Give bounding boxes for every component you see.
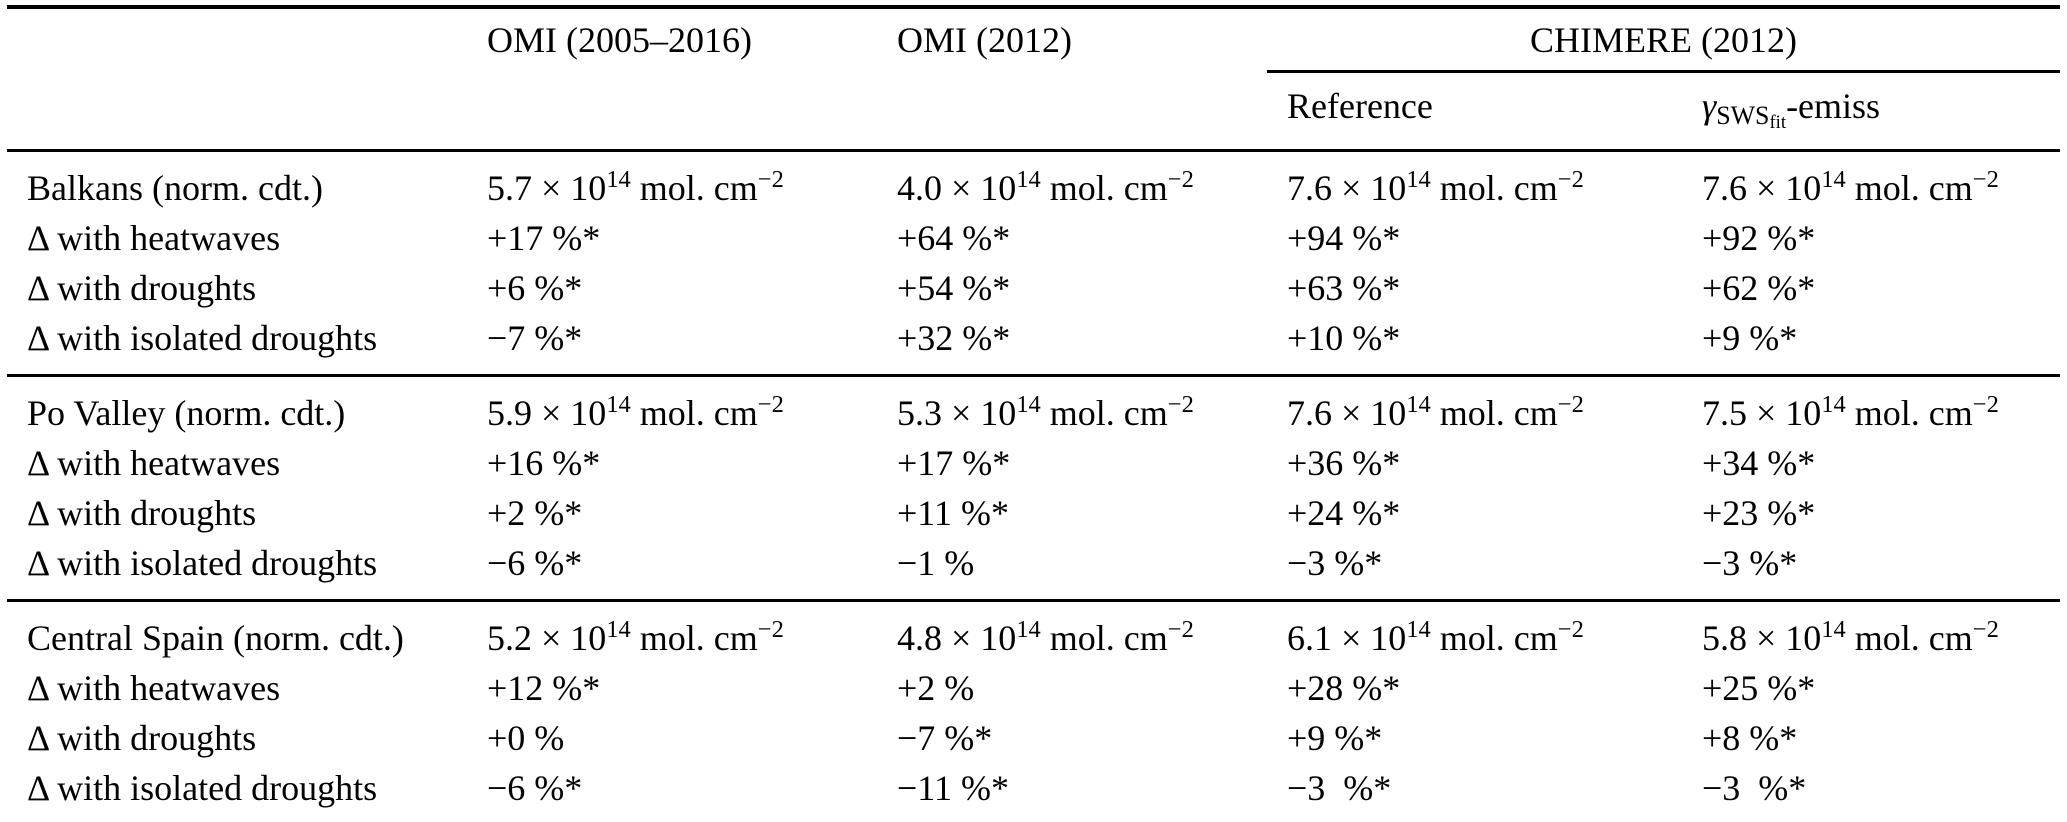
row-label: Δ with droughts [27, 493, 257, 533]
row-label: Δ with isolated droughts [27, 768, 378, 808]
blank-header-cell [7, 7, 467, 72]
table-body: Balkans (norm. cdt.) 5.7 × 1014 mol. cm−2… [7, 151, 2061, 822]
value-cell: 7.6 × 1014 mol. cm−2 [1287, 390, 1584, 433]
header-row-scenarios: Reference γSWSfit-emiss [7, 71, 2061, 152]
value-cell: 5.2 × 1014 mol. cm−2 [487, 615, 784, 658]
value-cell: 7.6 × 1014 mol. cm−2 [1702, 165, 1999, 208]
value-cell: +12 %* [487, 668, 601, 708]
value-cell: −3 %* [1267, 538, 1682, 602]
value-cell: −3 %* [1682, 538, 2061, 602]
value-cell: +32 %* [877, 313, 1267, 377]
table-row: Δ with isolated droughts −6 %* −1 % −3 %* −3… [7, 538, 2061, 602]
value-cell: +6 %* [487, 268, 583, 308]
table-row: Δ with droughts +2 %* +11 %* +24 %* +23 %* [7, 488, 2060, 538]
value-cell: −3 %* [1702, 768, 1807, 808]
results-table: OMI (2005–2016) OMI (2012) CHIMERE (2012… [7, 5, 2061, 822]
row-label: Δ with heatwaves [27, 668, 281, 708]
value-cell: +25 %* [1702, 668, 1816, 708]
value-cell: +8 %* [1702, 718, 1798, 758]
row-label: Δ with isolated droughts [7, 313, 467, 377]
row-label: Δ with isolated droughts [7, 538, 467, 602]
table-row: Central Spain (norm. cdt.) 5.2 × 1014 mol… [7, 601, 2060, 664]
table-row: Po Valley (norm. cdt.) 5.9 × 1014 mol. cm… [7, 376, 2060, 439]
value-cell: +24 %* [1287, 493, 1401, 533]
column-header-omi-2005-2016: OMI (2005–2016) [487, 20, 752, 60]
table-row: Δ with droughts +6 %* +54 %* +63 %* +62 %* [7, 263, 2060, 313]
table-row: Δ with isolated droughts −6 %* −11 %* −3 %*… [7, 763, 2060, 822]
table-row: Δ with heatwaves +17 %* +64 %* +94 %* +92 %* [7, 213, 2060, 263]
value-cell: +34 %* [1702, 443, 1816, 483]
value-cell: 5.3 × 1014 mol. cm−2 [897, 390, 1194, 433]
row-label: Central Spain (norm. cdt.) [27, 618, 404, 658]
value-cell: +2 % [897, 668, 975, 708]
value-cell: +23 %* [1702, 493, 1816, 533]
row-label: Po Valley (norm. cdt.) [27, 393, 346, 433]
table-row: Δ with heatwaves +12 %* +2 % +28 %* +25 %* [7, 663, 2060, 713]
value-cell: −6 %* [467, 538, 877, 602]
table-row: Δ with droughts +0 % −7 %* +9 %* +8 %* [7, 713, 2060, 763]
row-label: Balkans (norm. cdt.) [27, 168, 323, 208]
blank-header-cell [877, 71, 1267, 152]
column-header-gamma-swsfit-emiss: γSWSfit-emiss [1682, 71, 2061, 152]
value-cell: +92 %* [1702, 218, 1816, 258]
value-cell: 7.6 × 1014 mol. cm−2 [1287, 165, 1584, 208]
value-cell: 5.7 × 1014 mol. cm−2 [487, 165, 784, 208]
value-cell: 7.5 × 1014 mol. cm−2 [1702, 390, 1999, 433]
table-row: Δ with heatwaves +16 %* +17 %* +36 %* +34 %* [7, 438, 2060, 488]
value-cell: 5.9 × 1014 mol. cm−2 [487, 390, 784, 433]
table-row: Δ with isolated droughts −7 %* +32 %* +10 %… [7, 313, 2061, 377]
value-cell: +16 %* [487, 443, 601, 483]
value-cell: 6.1 × 1014 mol. cm−2 [1287, 615, 1584, 658]
blank-header-cell [467, 71, 877, 152]
value-cell: +17 %* [897, 443, 1011, 483]
value-cell: +64 %* [897, 218, 1011, 258]
value-cell: −1 % [877, 538, 1267, 602]
value-cell: −7 %* [467, 313, 877, 377]
value-cell: 5.8 × 1014 mol. cm−2 [1702, 615, 1999, 658]
table-header: OMI (2005–2016) OMI (2012) CHIMERE (2012… [7, 7, 2061, 152]
value-cell: +10 %* [1267, 313, 1682, 377]
value-cell: −6 %* [487, 768, 583, 808]
value-cell: +54 %* [897, 268, 1011, 308]
value-cell: +28 %* [1287, 668, 1401, 708]
column-header-reference: Reference [1267, 71, 1682, 152]
value-cell: +2 %* [487, 493, 583, 533]
value-cell: +94 %* [1287, 218, 1401, 258]
table-row: Balkans (norm. cdt.) 5.7 × 1014 mol. cm−2… [7, 151, 2060, 214]
value-cell: +63 %* [1287, 268, 1401, 308]
row-label: Δ with heatwaves [27, 218, 281, 258]
value-cell: +62 %* [1702, 268, 1816, 308]
value-cell: +11 %* [897, 493, 1009, 533]
value-cell: −11 %* [897, 768, 1009, 808]
value-cell: −3 %* [1287, 768, 1392, 808]
blank-header-cell [7, 71, 467, 152]
value-cell: +0 % [487, 718, 565, 758]
header-row-models: OMI (2005–2016) OMI (2012) CHIMERE (2012… [7, 7, 2061, 73]
column-header-omi-2012: OMI (2012) [897, 20, 1072, 60]
value-cell: +9 %* [1682, 313, 2061, 377]
value-cell: 4.8 × 1014 mol. cm−2 [897, 615, 1194, 658]
row-label: Δ with droughts [27, 718, 257, 758]
value-cell: +17 %* [487, 218, 601, 258]
value-cell: −7 %* [897, 718, 993, 758]
column-header-chimere-2012: CHIMERE (2012) [1267, 7, 2061, 73]
value-cell: +36 %* [1287, 443, 1401, 483]
row-label: Δ with droughts [27, 268, 257, 308]
value-cell: +9 %* [1287, 718, 1383, 758]
row-label: Δ with heatwaves [27, 443, 281, 483]
value-cell: 4.0 × 1014 mol. cm−2 [897, 165, 1194, 208]
